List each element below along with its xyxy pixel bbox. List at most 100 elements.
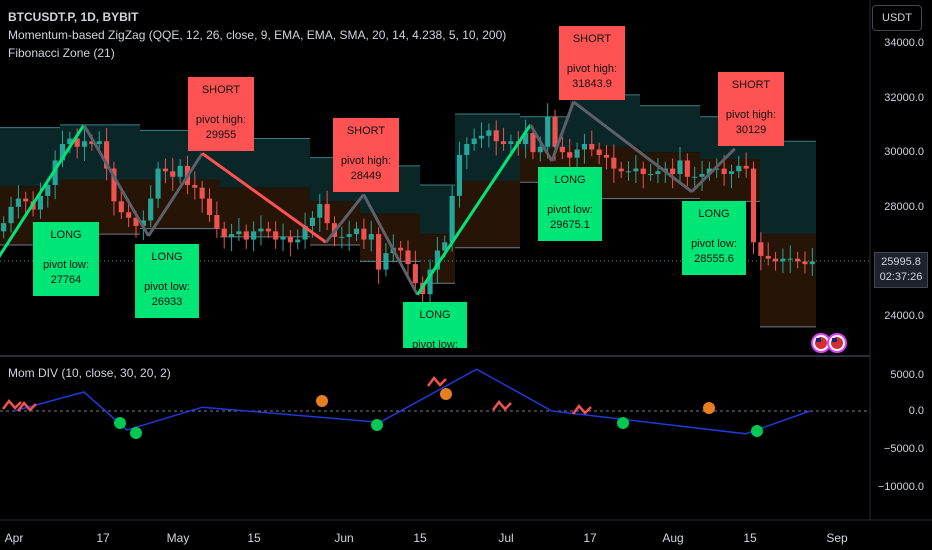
pivot-label-value: 30129: [735, 124, 767, 136]
pivot-label-title: SHORT: [572, 33, 612, 45]
price-tick: 30000.0: [884, 146, 924, 158]
candle-body: [287, 236, 293, 243]
candle-body: [104, 141, 110, 169]
pivot-label-text: pivot low:: [412, 339, 458, 348]
candle-body: [545, 116, 551, 147]
divergence-dot: [703, 402, 715, 414]
candle-body: [574, 149, 580, 158]
candle-body: [74, 138, 80, 147]
candle-body: [772, 258, 779, 262]
zone-lower-band: [220, 187, 310, 237]
candle-body: [1, 223, 7, 232]
candle-body: [273, 231, 279, 240]
candle-body: [787, 258, 793, 260]
fib-zone-indicator-legend[interactable]: Fibonacci Zone (21): [8, 46, 115, 60]
candle-body: [500, 141, 507, 145]
pivot-label-value: 29955: [205, 129, 237, 141]
candle-body: [655, 171, 661, 175]
osc-tick: −5000.0: [883, 443, 924, 455]
candle-body: [699, 174, 705, 177]
time-tick: 15: [247, 531, 261, 545]
candle-body: [728, 171, 735, 175]
pivot-label-value: 26933: [151, 296, 183, 308]
pivot-label-text: pivot high:: [340, 155, 392, 167]
candle-body: [265, 228, 271, 232]
time-tick: Aug: [662, 531, 684, 545]
price-tick: 32000.0: [884, 92, 924, 104]
zigzag-segment: [147, 152, 204, 237]
candle-body: [23, 198, 29, 202]
pivot-label-short: SHORT pivot high: 30129: [718, 72, 784, 146]
candle-body: [221, 228, 227, 237]
candle-body: [493, 130, 499, 142]
candle-body: [442, 242, 448, 251]
candle-body: [405, 250, 411, 265]
pivot-label-value: 28555.6: [694, 253, 734, 265]
candle-body: [581, 144, 588, 150]
divergence-dot: [440, 388, 452, 400]
candle-body: [214, 214, 220, 229]
candle-body: [611, 157, 617, 169]
pivot-label-title: SHORT: [346, 125, 386, 137]
currency-button[interactable]: USDT: [872, 5, 922, 31]
pivot-label-short: SHORT pivot high: 28449: [333, 118, 399, 192]
pivot-label-short: SHORT pivot high: 31843.9: [559, 26, 625, 100]
candle-body: [750, 168, 757, 243]
candle-body: [251, 231, 257, 240]
candle-body: [478, 135, 485, 139]
zone-lower-band: [700, 159, 760, 202]
candle-body: [596, 149, 602, 155]
bearish-signal-mark: [572, 404, 592, 415]
candle-body: [206, 198, 213, 215]
pivot-label-long: LONG pivot low: 26933: [135, 244, 199, 318]
osc-tick: 5000.0: [890, 369, 924, 381]
pivot-label-text: pivot high:: [195, 114, 247, 126]
candle-body: [559, 146, 565, 153]
price-tick: 28000.0: [884, 201, 924, 213]
bearish-signal-mark: [2, 399, 22, 410]
candle-body: [625, 171, 632, 173]
candle-body: [383, 253, 389, 270]
flag-icon[interactable]: [810, 332, 850, 354]
candle-body: [684, 160, 690, 177]
candle-body: [765, 255, 771, 259]
time-tick: Jun: [334, 531, 354, 545]
pivot-label-long: LONG pivot low: 29675.1: [538, 167, 602, 241]
divergence-dot: [751, 425, 763, 437]
candle-body: [148, 198, 154, 221]
momentum-oscillator: [2, 368, 811, 439]
candle-body: [464, 144, 470, 155]
candle-body: [192, 184, 198, 188]
candle-body: [170, 171, 176, 177]
candle-body: [37, 195, 44, 210]
candle-body: [640, 168, 646, 175]
candle-body: [412, 264, 418, 284]
momdiv-indicator-legend[interactable]: Mom DIV (10, close, 30, 20, 2): [8, 366, 171, 380]
divergence-dot: [130, 427, 142, 439]
bearish-signal-mark: [492, 400, 512, 411]
candle-body: [648, 174, 654, 176]
pivot-label-value: 27764: [50, 274, 82, 286]
symbol-legend[interactable]: BTCUSDT.P, 1D, BYBIT: [8, 10, 139, 24]
candle-body: [633, 168, 639, 172]
divergence-dot: [316, 395, 328, 407]
pivot-label-text: pivot low:: [144, 281, 190, 293]
pivot-label-value: 31843.9: [572, 78, 612, 90]
pivot-label-title: LONG: [50, 229, 82, 241]
candle-body: [236, 231, 242, 235]
zone-lower-band: [760, 234, 816, 327]
candle-body: [111, 168, 117, 202]
candle-body: [339, 236, 345, 238]
candle-body: [67, 138, 73, 145]
candle-body: [8, 206, 14, 224]
candle-body: [743, 165, 749, 169]
candle-body: [162, 168, 168, 172]
candle-body: [177, 165, 183, 177]
candle-body: [398, 247, 404, 251]
candle-body: [96, 141, 102, 145]
zigzag-indicator-legend[interactable]: Momentum-based ZigZag (QQE, 12, 26, clos…: [8, 28, 507, 42]
candle-body: [15, 198, 21, 207]
pivot-label-text: pivot low:: [547, 204, 593, 216]
candle-body: [89, 141, 95, 145]
